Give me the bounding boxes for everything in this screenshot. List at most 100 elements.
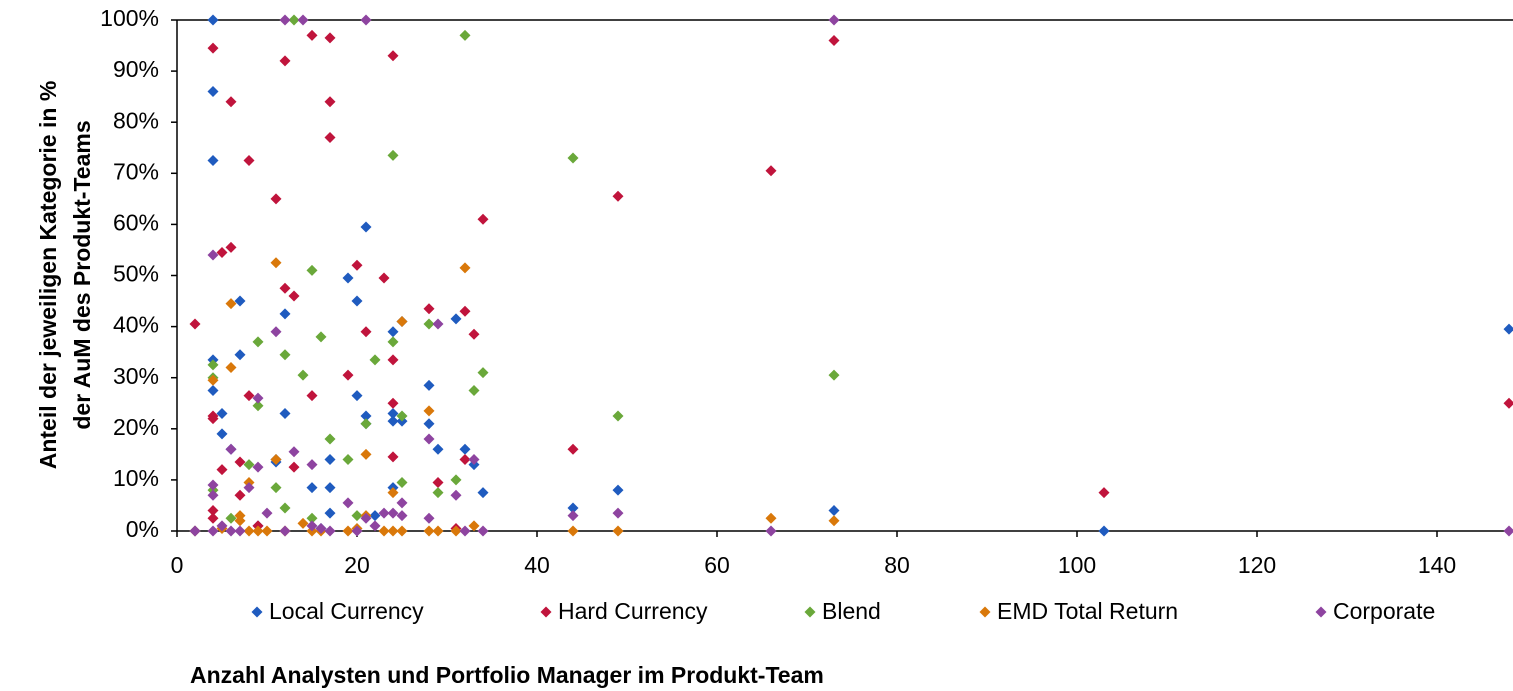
scatter-point xyxy=(387,525,399,537)
scatter-point xyxy=(216,428,228,440)
scatter-point xyxy=(216,464,228,476)
scatter-point xyxy=(423,303,435,315)
scatter-point xyxy=(306,29,318,41)
scatter-point xyxy=(351,525,363,537)
scatter-point xyxy=(270,193,282,205)
scatter-point xyxy=(423,405,435,417)
scatter-point xyxy=(216,520,228,532)
scatter-point xyxy=(459,525,471,537)
scatter-point xyxy=(612,525,624,537)
scatter-point xyxy=(612,190,624,202)
scatter-point xyxy=(324,433,336,445)
scatter-point xyxy=(396,315,408,327)
scatter-point xyxy=(1098,525,1110,537)
scatter-point xyxy=(279,14,291,26)
legend-label: Local Currency xyxy=(269,598,424,624)
x-tick-label: 20 xyxy=(344,552,370,578)
scatter-point xyxy=(252,400,264,412)
scatter-point xyxy=(378,525,390,537)
scatter-point xyxy=(459,29,471,41)
scatter-point xyxy=(207,525,219,537)
scatter-point xyxy=(459,453,471,465)
scatter-point xyxy=(207,86,219,98)
scatter-point xyxy=(306,390,318,402)
y-tick-label: 20% xyxy=(113,414,159,440)
scatter-point xyxy=(351,390,363,402)
scatter-point xyxy=(306,520,318,532)
scatter-point xyxy=(477,487,489,499)
scatter-point xyxy=(225,525,237,537)
scatter-point xyxy=(387,354,399,366)
scatter-point xyxy=(279,55,291,67)
x-tick-label: 120 xyxy=(1238,552,1276,578)
scatter-point xyxy=(234,456,246,468)
x-tick-label: 40 xyxy=(524,552,550,578)
scatter-point xyxy=(387,397,399,409)
scatter-point xyxy=(387,50,399,62)
scatter-point xyxy=(279,349,291,361)
scatter-point xyxy=(207,42,219,54)
scatter-point xyxy=(342,369,354,381)
scatter-point xyxy=(261,525,273,537)
scatter-point xyxy=(423,318,435,330)
scatter-point xyxy=(351,259,363,271)
scatter-point xyxy=(342,453,354,465)
scatter-point xyxy=(351,510,363,522)
scatter-point xyxy=(477,367,489,379)
scatter-point xyxy=(828,14,840,26)
scatter-point xyxy=(396,410,408,422)
scatter-point xyxy=(378,272,390,284)
scatter-point xyxy=(1503,397,1513,409)
legend-marker xyxy=(979,606,991,618)
scatter-point xyxy=(306,482,318,494)
scatter-point xyxy=(207,14,219,26)
y-tick-label: 40% xyxy=(113,312,159,338)
scatter-point xyxy=(396,476,408,488)
legend-marker xyxy=(804,606,816,618)
scatter-point xyxy=(207,512,219,524)
scatter-point xyxy=(1503,525,1513,537)
scatter-point xyxy=(243,155,255,167)
scatter-point xyxy=(378,507,390,519)
scatter-point xyxy=(612,410,624,422)
x-axis-label: Anzahl Analysten und Portfolio Manager i… xyxy=(190,662,824,688)
scatter-point xyxy=(288,290,300,302)
scatter-point xyxy=(243,525,255,537)
scatter-point xyxy=(360,448,372,460)
scatter-point xyxy=(360,221,372,233)
scatter-point xyxy=(459,443,471,455)
scatter-point xyxy=(270,453,282,465)
scatter-point xyxy=(207,479,219,491)
scatter-point xyxy=(216,247,228,259)
y-tick-label: 70% xyxy=(113,158,159,184)
scatter-point xyxy=(360,410,372,422)
scatter-point xyxy=(297,369,309,381)
scatter-point xyxy=(360,326,372,338)
scatter-point xyxy=(207,374,219,386)
scatter-point xyxy=(432,476,444,488)
y-tick-label: 0% xyxy=(126,516,159,542)
scatter-point xyxy=(432,525,444,537)
scatter-point xyxy=(252,336,264,348)
scatter-point xyxy=(288,14,300,26)
scatter-point xyxy=(1098,487,1110,499)
scatter-point xyxy=(225,512,237,524)
scatter-point xyxy=(324,32,336,44)
scatter-point xyxy=(315,331,327,343)
scatter-point xyxy=(450,489,462,501)
scatter-point xyxy=(297,14,309,26)
scatter-point xyxy=(459,305,471,317)
scatter-point xyxy=(828,34,840,46)
legend-label: Hard Currency xyxy=(558,598,708,624)
scatter-point xyxy=(423,379,435,391)
scatter-point xyxy=(828,515,840,527)
scatter-point xyxy=(234,515,246,527)
scatter-point xyxy=(306,264,318,276)
scatter-point xyxy=(207,505,219,517)
scatter-point xyxy=(234,525,246,537)
scatter-point xyxy=(396,525,408,537)
scatter-point xyxy=(360,14,372,26)
scatter-point xyxy=(243,390,255,402)
scatter-point xyxy=(207,384,219,396)
scatter-point xyxy=(423,525,435,537)
